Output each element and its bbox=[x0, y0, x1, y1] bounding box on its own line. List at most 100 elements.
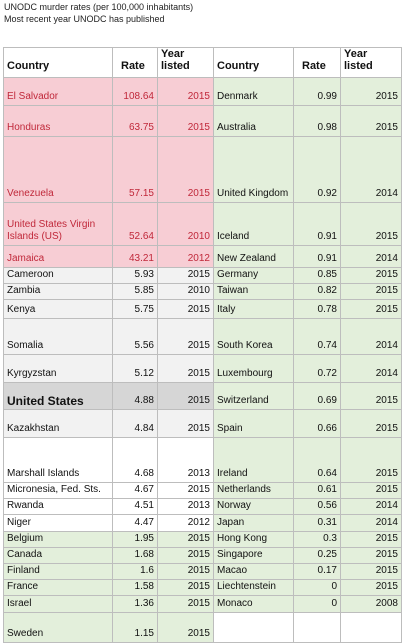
year-cell: 2015 bbox=[157, 77, 214, 106]
year-cell: 2015 bbox=[340, 579, 402, 596]
country-cell: Singapore bbox=[213, 547, 294, 564]
country-cell: Australia bbox=[213, 105, 294, 137]
country-cell: Kenya bbox=[3, 299, 113, 319]
rate-cell: 5.85 bbox=[112, 283, 158, 300]
country-cell: Macao bbox=[213, 563, 294, 580]
rate-cell: 4.51 bbox=[112, 498, 158, 515]
country-cell: Japan bbox=[213, 514, 294, 532]
rate-cell: 1.68 bbox=[112, 547, 158, 564]
table-row: Micronesia, Fed. Sts. 4.67 2015 Netherlands… bbox=[3, 482, 402, 499]
year-cell: 2015 bbox=[157, 318, 214, 355]
rate-cell: 43.21 bbox=[112, 245, 158, 268]
rate-cell: 0.17 bbox=[293, 563, 341, 580]
year-cell: 2015 bbox=[157, 595, 214, 613]
table-row: Venezuela 57.15 2015 United Kingdom 0.92 2014 bbox=[3, 136, 402, 203]
column-header: Year listed bbox=[157, 47, 214, 78]
country-cell: Kyrgyzstan bbox=[3, 354, 113, 383]
country-cell: Micronesia, Fed. Sts. bbox=[3, 482, 113, 499]
year-cell: 2015 bbox=[340, 202, 402, 246]
rate-cell: 0.74 bbox=[293, 318, 341, 355]
year-cell: 2015 bbox=[340, 563, 402, 580]
table-row: Honduras 63.75 2015 Australia 0.98 2015 bbox=[3, 105, 402, 137]
table-row: Cameroon 5.93 2015 Germany 0.85 2015 bbox=[3, 267, 402, 284]
table-row: Rwanda 4.51 2013 Norway 0.56 2014 bbox=[3, 498, 402, 515]
rate-cell: 63.75 bbox=[112, 105, 158, 137]
rate-cell: 0.31 bbox=[293, 514, 341, 532]
rate-cell: 0.69 bbox=[293, 382, 341, 410]
table-row: Kenya 5.75 2015 Italy 0.78 2015 bbox=[3, 299, 402, 319]
rate-cell: 0.82 bbox=[293, 283, 341, 300]
murder-rate-table: Country Rate Year listed Country Rate Year li… bbox=[3, 47, 402, 643]
year-cell: 2012 bbox=[157, 245, 214, 268]
country-cell: New Zealand bbox=[213, 245, 294, 268]
rate-cell: 0.72 bbox=[293, 354, 341, 383]
column-header: Year listed bbox=[340, 47, 402, 78]
table-row: Finland 1.6 2015 Macao 0.17 2015 bbox=[3, 563, 402, 580]
year-cell: 2014 bbox=[340, 514, 402, 532]
rate-cell: 0.25 bbox=[293, 547, 341, 564]
rate-cell: 4.68 bbox=[112, 437, 158, 483]
year-cell: 2015 bbox=[340, 547, 402, 564]
rate-cell: 5.12 bbox=[112, 354, 158, 383]
rate-cell: 0.85 bbox=[293, 267, 341, 284]
country-cell: Switzerland bbox=[213, 382, 294, 410]
table-row: United States 4.88 2015 Switzerland 0.69 2015 bbox=[3, 382, 402, 410]
country-cell: France bbox=[3, 579, 113, 596]
column-header: Rate bbox=[293, 47, 341, 78]
rate-cell: 0.61 bbox=[293, 482, 341, 499]
country-cell: Canada bbox=[3, 547, 113, 564]
year-cell: 2015 bbox=[157, 382, 214, 410]
rate-cell: 5.75 bbox=[112, 299, 158, 319]
country-cell: South Korea bbox=[213, 318, 294, 355]
year-cell: 2015 bbox=[340, 382, 402, 410]
header-row: Country Rate Year listed Country Rate Year li… bbox=[3, 47, 402, 78]
year-cell: 2008 bbox=[340, 595, 402, 613]
rate-cell: 4.67 bbox=[112, 482, 158, 499]
country-cell: Honduras bbox=[3, 105, 113, 137]
country-cell: Taiwan bbox=[213, 283, 294, 300]
year-cell: 2015 bbox=[157, 409, 214, 438]
rate-cell: 5.93 bbox=[112, 267, 158, 284]
table-row: Sweden 1.15 2015 bbox=[3, 612, 402, 643]
rate-cell: 0.3 bbox=[293, 531, 341, 548]
rate-cell: 0.91 bbox=[293, 202, 341, 246]
country-cell: Cameroon bbox=[3, 267, 113, 284]
year-cell: 2013 bbox=[157, 437, 214, 483]
year-cell: 2015 bbox=[340, 482, 402, 499]
rate-cell: 4.88 bbox=[112, 382, 158, 410]
rate-cell: 5.56 bbox=[112, 318, 158, 355]
table-row: Zambia 5.85 2010 Taiwan 0.82 2015 bbox=[3, 283, 402, 300]
table-row: Canada 1.68 2015 Singapore 0.25 2015 bbox=[3, 547, 402, 564]
country-cell: Sweden bbox=[3, 612, 113, 643]
year-cell: 2015 bbox=[157, 136, 214, 203]
country-cell: Rwanda bbox=[3, 498, 113, 515]
year-cell: 2010 bbox=[157, 202, 214, 246]
table-row: Kazakhstan 4.84 2015 Spain 0.66 2015 bbox=[3, 409, 402, 438]
year-cell: 2015 bbox=[340, 283, 402, 300]
rate-cell: 1.95 bbox=[112, 531, 158, 548]
year-cell: 2014 bbox=[340, 354, 402, 383]
subtitle: Most recent year UNODC has published bbox=[4, 14, 165, 24]
year-cell: 2015 bbox=[157, 579, 214, 596]
year-cell: 2014 bbox=[340, 498, 402, 515]
column-header: Rate bbox=[112, 47, 158, 78]
column-header: Country bbox=[213, 47, 294, 78]
rate-cell: 57.15 bbox=[112, 136, 158, 203]
table-row: Somalia 5.56 2015 South Korea 0.74 2014 bbox=[3, 318, 402, 355]
rate-cell: 1.15 bbox=[112, 612, 158, 643]
year-cell: 2013 bbox=[157, 498, 214, 515]
year-cell: 2014 bbox=[340, 245, 402, 268]
rate-cell: 0.98 bbox=[293, 105, 341, 137]
year-cell: 2015 bbox=[157, 531, 214, 548]
year-cell: 2015 bbox=[157, 299, 214, 319]
country-cell: Monaco bbox=[213, 595, 294, 613]
rate-cell: 0.91 bbox=[293, 245, 341, 268]
year-cell: 2015 bbox=[157, 482, 214, 499]
table-row: Kyrgyzstan 5.12 2015 Luxembourg 0.72 2014 bbox=[3, 354, 402, 383]
rate-cell: 0.99 bbox=[293, 77, 341, 106]
country-cell: Marshall Islands bbox=[3, 437, 113, 483]
country-cell: United Kingdom bbox=[213, 136, 294, 203]
year-cell: 2010 bbox=[157, 283, 214, 300]
year-cell: 2015 bbox=[157, 354, 214, 383]
rate-cell: 1.58 bbox=[112, 579, 158, 596]
